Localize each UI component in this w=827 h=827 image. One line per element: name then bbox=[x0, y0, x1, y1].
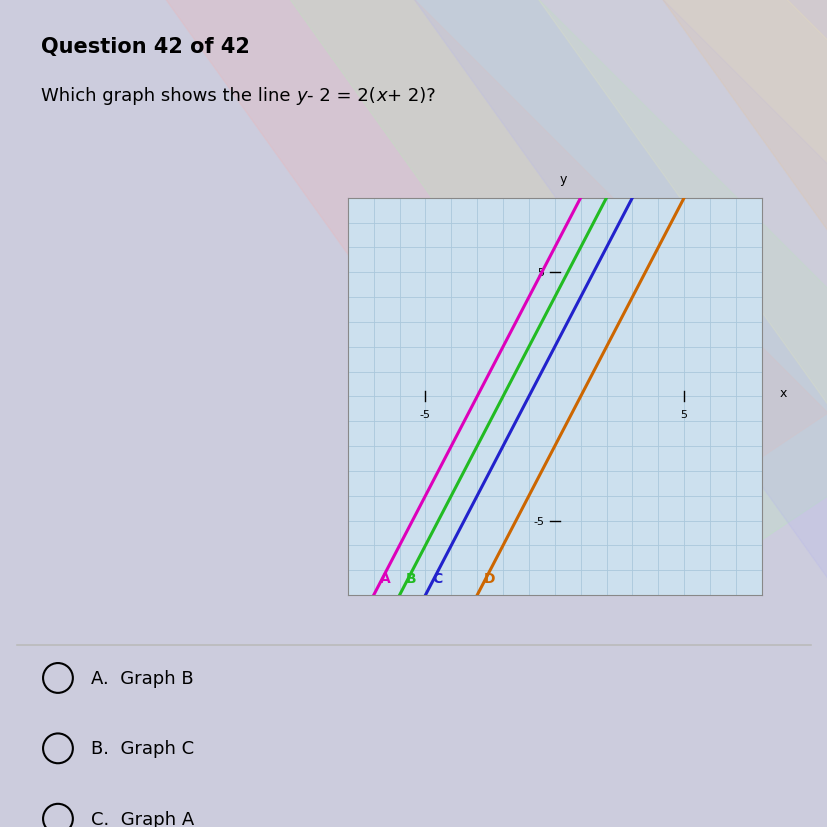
Polygon shape bbox=[538, 0, 827, 579]
Text: -5: -5 bbox=[419, 409, 430, 419]
Text: y: y bbox=[296, 87, 307, 105]
Text: Which graph shows the line: Which graph shows the line bbox=[41, 87, 296, 105]
Text: A.  Graph B: A. Graph B bbox=[91, 669, 194, 687]
Text: C: C bbox=[432, 571, 442, 586]
Text: x: x bbox=[375, 87, 386, 105]
Text: x: x bbox=[779, 387, 786, 399]
Polygon shape bbox=[289, 0, 827, 579]
Text: 5: 5 bbox=[537, 268, 543, 278]
Text: B: B bbox=[405, 571, 416, 586]
Text: Question 42 of 42: Question 42 of 42 bbox=[41, 37, 250, 57]
Polygon shape bbox=[165, 0, 827, 579]
Text: - 2 = 2(: - 2 = 2( bbox=[307, 87, 375, 105]
Text: y: y bbox=[559, 173, 566, 186]
Polygon shape bbox=[414, 0, 827, 579]
Text: C.  Graph A: C. Graph A bbox=[91, 810, 194, 827]
Text: 5: 5 bbox=[680, 409, 686, 419]
Text: + 2)?: + 2)? bbox=[386, 87, 435, 105]
Text: B.  Graph C: B. Graph C bbox=[91, 739, 194, 758]
Polygon shape bbox=[662, 0, 827, 579]
Text: -5: -5 bbox=[533, 516, 543, 526]
Text: D: D bbox=[483, 571, 495, 586]
Text: A: A bbox=[380, 571, 390, 586]
